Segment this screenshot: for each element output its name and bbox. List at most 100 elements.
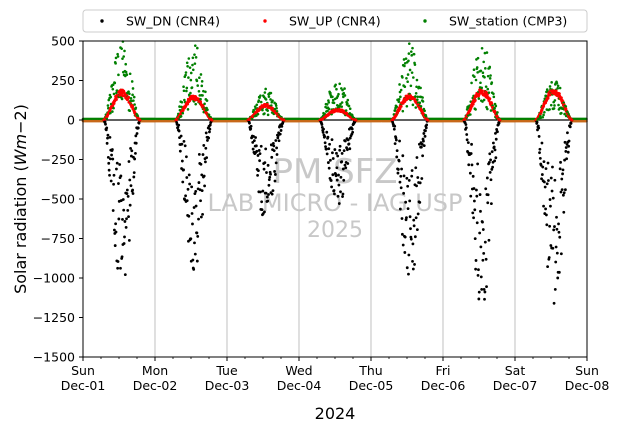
point-sw-station [189,91,192,95]
point-sw-station [415,85,418,89]
point-sw-dn [493,148,497,152]
point-sw-dn [567,144,571,148]
point-sw-dn [197,152,201,156]
point-sw-dn [126,208,130,212]
point-sw-dn [276,136,280,140]
point-sw-dn [191,258,195,262]
point-sw-dn [127,215,130,218]
point-sw-dn [562,210,566,214]
point-sw-station [548,85,552,88]
point-sw-dn [111,157,115,161]
point-sw-dn [206,139,209,142]
point-sw-dn [497,121,501,125]
point-sw-dn [398,207,402,211]
point-sw-dn [405,216,408,220]
point-sw-dn [191,222,194,226]
point-sw-dn [560,188,564,192]
point-sw-dn [260,200,264,204]
point-sw-dn [193,192,197,195]
y-tick-label: −250 [41,152,75,167]
point-sw-dn [478,193,482,196]
point-sw-dn [273,173,277,176]
point-sw-dn [200,189,204,193]
point-sw-dn [483,240,487,244]
point-sw-dn [546,161,550,165]
point-sw-up [122,91,126,95]
point-sw-station [124,70,128,74]
point-sw-station [481,100,484,103]
point-sw-station [473,75,476,79]
point-sw-station [114,56,118,60]
point-sw-station [257,99,261,102]
point-sw-dn [476,274,480,277]
legend-label: SW_DN (CNR4) [126,14,220,29]
point-sw-up [398,107,402,111]
point-sw-dn [123,220,127,223]
point-sw-station [199,73,203,76]
point-sw-station [193,53,196,56]
point-sw-dn [205,156,209,160]
point-sw-dn [496,130,499,134]
point-sw-station [414,91,418,95]
point-sw-dn [478,231,482,235]
legend[interactable]: SW_DN (CNR4) SW_UP (CNR4) SW_station (CMP3… [82,9,588,33]
point-sw-dn [422,132,426,135]
point-sw-station [480,46,484,50]
point-sw-station [406,73,410,76]
point-sw-dn [266,163,270,167]
point-sw-station [399,95,402,99]
point-sw-dn [398,180,402,184]
point-sw-station [128,92,131,96]
point-sw-dn [415,156,419,159]
point-sw-dn [494,137,498,141]
y-tick-label: 250 [51,73,75,88]
y-axis-label: Solar radiation (Wm−2) [11,104,30,294]
point-sw-station [341,88,344,92]
point-sw-station [560,111,563,115]
point-sw-station [264,98,268,101]
point-sw-dn [565,142,569,146]
point-sw-dn [103,120,107,124]
point-sw-dn [202,174,206,178]
point-sw-station [263,112,266,115]
point-sw-station [131,93,134,97]
data-points [81,40,588,305]
point-sw-station [253,105,257,108]
point-sw-dn [465,138,469,142]
point-sw-station [563,112,566,116]
point-sw-dn [482,288,486,291]
point-sw-dn [326,135,330,139]
point-sw-dn [558,235,562,239]
point-sw-station [184,73,187,77]
point-sw-dn [199,162,203,166]
point-sw-dn [550,189,554,193]
point-sw-dn [398,139,401,143]
point-sw-up [131,104,135,108]
point-sw-station [472,68,476,71]
point-sw-dn [272,144,276,148]
point-sw-station [266,113,270,117]
y-tick-label: −1000 [33,271,75,286]
point-sw-dn [405,176,409,180]
point-sw-dn [207,136,211,140]
point-sw-station [476,71,479,74]
point-sw-dn [474,259,478,262]
point-sw-dn [266,199,270,203]
point-sw-dn [394,138,398,142]
point-sw-dn [465,133,469,136]
point-sw-dn [494,156,498,160]
point-sw-station [408,68,412,72]
point-sw-dn [260,208,264,212]
point-sw-station [129,96,133,100]
point-sw-dn [405,266,409,270]
point-sw-dn [487,238,491,242]
point-sw-dn [325,130,329,134]
point-sw-dn [342,149,346,153]
point-sw-station [552,107,556,110]
point-sw-dn [479,275,483,279]
point-sw-station [404,57,408,60]
point-sw-dn [422,144,426,148]
point-sw-station [331,95,334,99]
point-sw-dn [563,158,566,162]
point-sw-dn [567,139,571,143]
